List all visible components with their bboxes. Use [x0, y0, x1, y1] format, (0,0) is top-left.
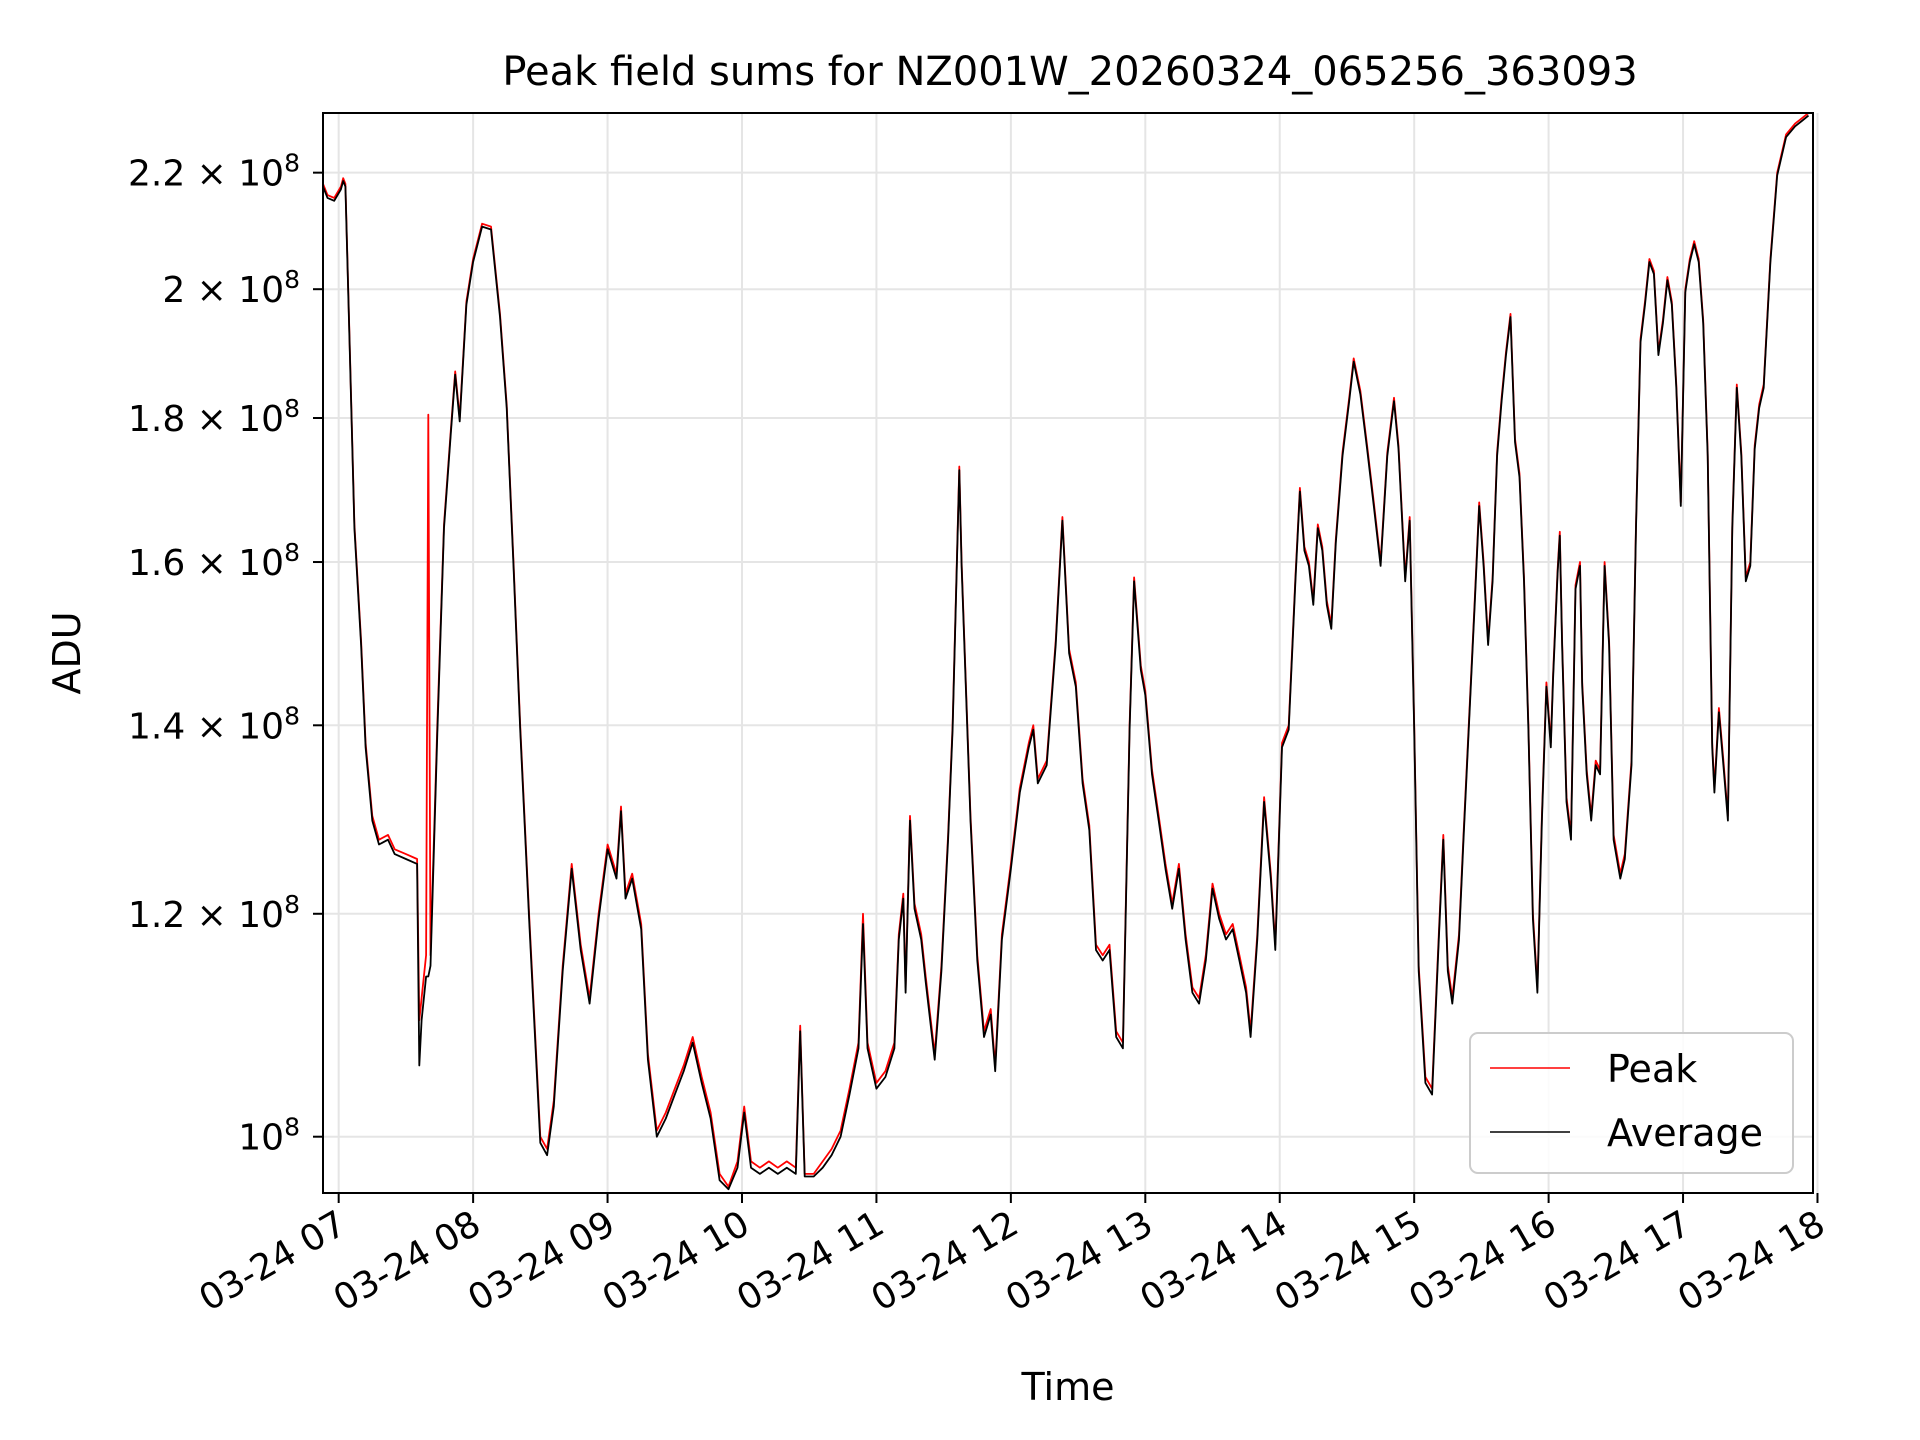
- y-tick-exponent: 8: [284, 701, 300, 730]
- series-layer: [323, 113, 1810, 1191]
- chart-title: Peak field sums for NZ001W_20260324_0652…: [502, 49, 1637, 95]
- plot-frame: [322, 112, 1814, 1194]
- legend: Peak Average: [1469, 1032, 1794, 1174]
- y-tick-label: 2 × 108: [162, 265, 300, 312]
- y-axis: 108 1.2 × 108 1.4 × 108 1.6 × 108 1.8 × 108 2…: [128, 148, 323, 1159]
- y-tick-exponent: 8: [284, 265, 300, 294]
- y-tick-label: 1.2 × 108: [128, 889, 300, 936]
- y-tick-exponent: 8: [284, 394, 300, 423]
- y-tick-exponent: 8: [284, 1112, 300, 1141]
- y-tick-exponent: 8: [284, 889, 300, 918]
- y-tick-exponent: 8: [284, 148, 300, 177]
- x-axis-label: Time: [1021, 1365, 1115, 1409]
- y-tick-label: 1.4 × 108: [128, 701, 300, 748]
- y-tick-label: 2.2 × 108: [128, 148, 300, 195]
- y-axis-label: ADU: [45, 611, 89, 694]
- legend-average-label: Average: [1607, 1111, 1763, 1155]
- y-tick-label: 108: [238, 1112, 300, 1159]
- y-tick-exponent: 8: [284, 538, 300, 567]
- legend-peak-label: Peak: [1607, 1047, 1697, 1091]
- y-tick-label: 1.8 × 108: [128, 394, 300, 441]
- series-line-average: [323, 114, 1810, 1191]
- grid: [323, 113, 1819, 1193]
- y-tick-label: 1.6 × 108: [128, 538, 300, 585]
